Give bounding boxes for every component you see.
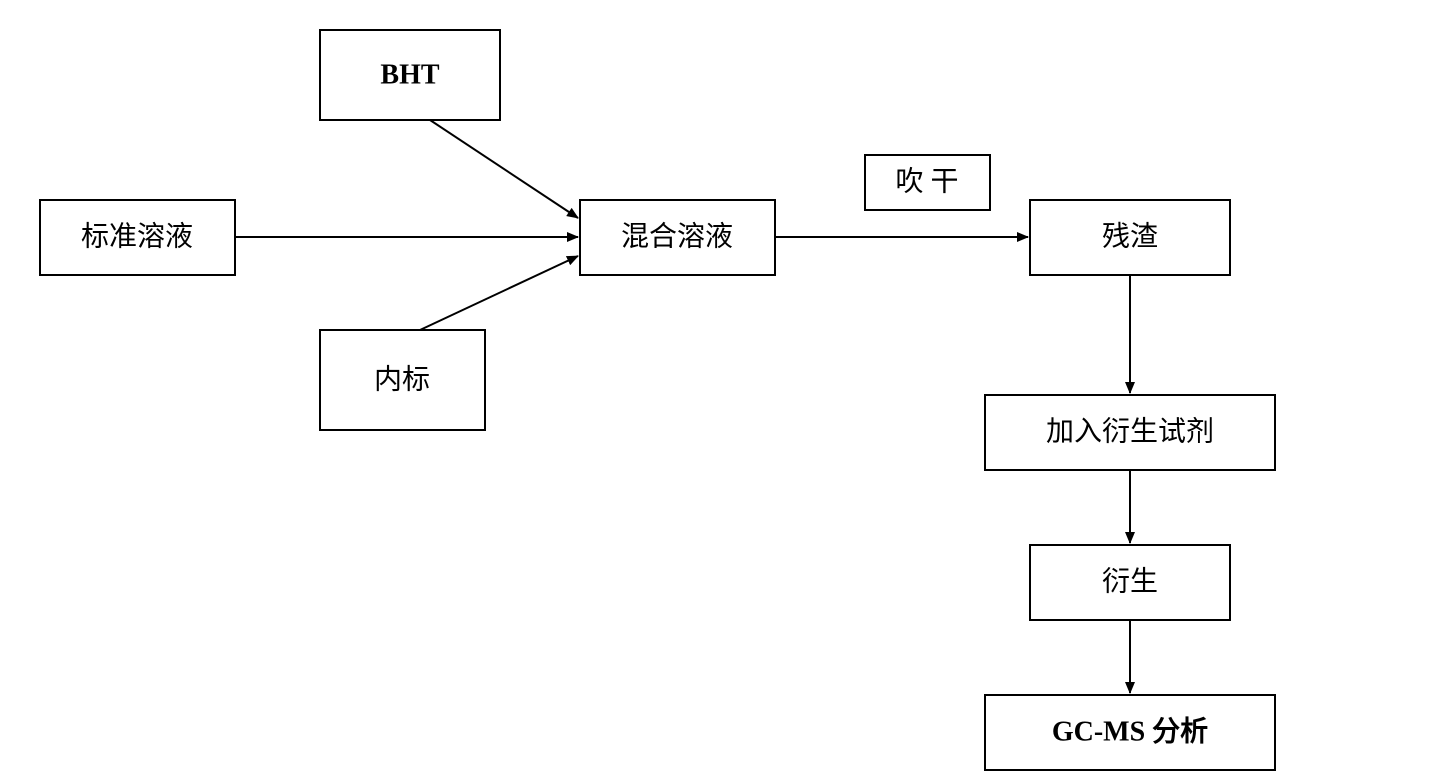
node-residue-label: 残渣 (1102, 220, 1158, 252)
node-standard-solution-label: 标准溶液 (81, 220, 193, 252)
node-gcms: GC-MS 分析 (985, 695, 1275, 770)
flowchart-canvas: 标准溶液 BHT 内标 混合溶液 残渣 加入衍生试剂 衍生 GC-MS 分析 吹… (0, 0, 1433, 776)
node-residue: 残渣 (1030, 200, 1230, 275)
edge-label-blow-dry-text: 吹 干 (895, 165, 958, 197)
edge-bht-to-mixed (430, 120, 578, 218)
node-add-reagent-label: 加入衍生试剂 (1046, 415, 1214, 447)
node-internal-standard: 内标 (320, 330, 485, 430)
node-gcms-label: GC-MS 分析 (1052, 715, 1208, 747)
node-derivative-label: 衍生 (1102, 565, 1158, 597)
node-bht-label: BHT (380, 59, 439, 90)
node-bht: BHT (320, 30, 500, 120)
node-add-reagent: 加入衍生试剂 (985, 395, 1275, 470)
node-standard-solution: 标准溶液 (40, 200, 235, 275)
node-mixed-solution-label: 混合溶液 (621, 220, 733, 252)
node-derivative: 衍生 (1030, 545, 1230, 620)
edge-label-blow-dry: 吹 干 (865, 155, 990, 210)
node-mixed-solution: 混合溶液 (580, 200, 775, 275)
node-internal-standard-label: 内标 (374, 363, 430, 395)
edge-internal-to-mixed (420, 256, 578, 330)
